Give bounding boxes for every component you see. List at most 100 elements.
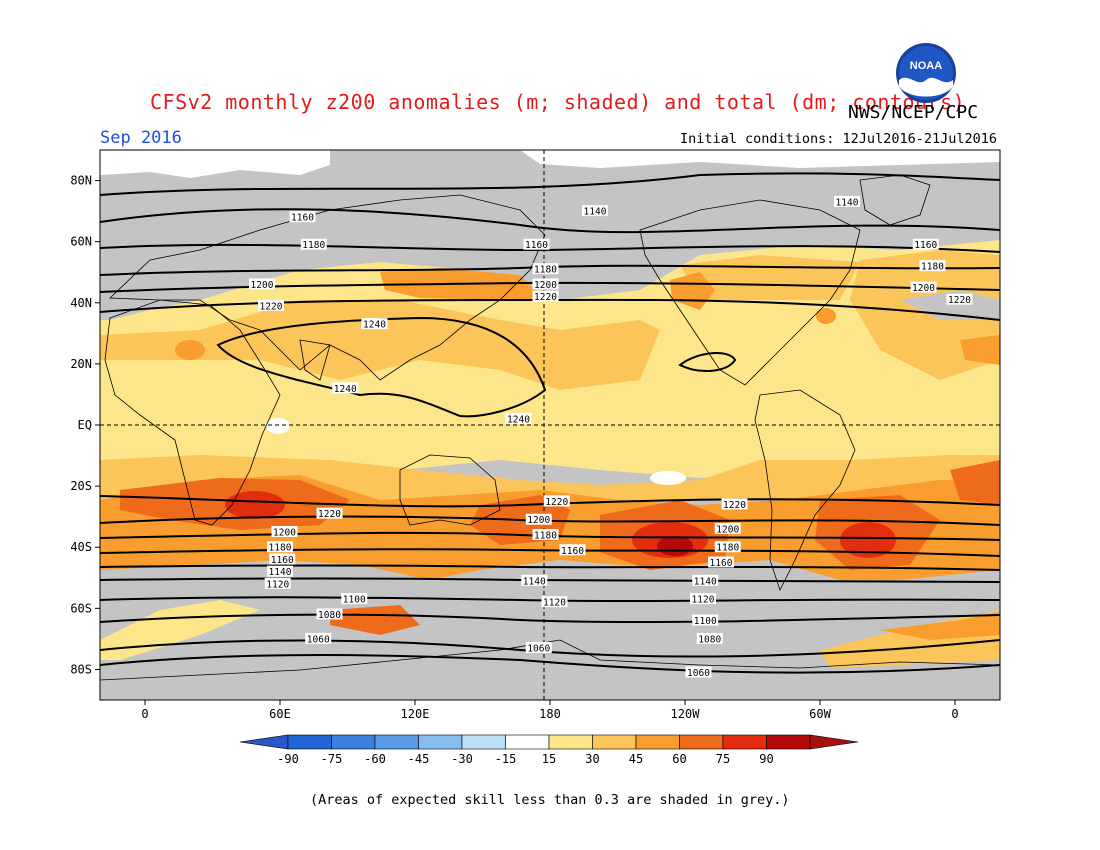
colorbar-swatch bbox=[766, 734, 811, 750]
lon-tick-label: 120W bbox=[671, 707, 701, 721]
contour-label-bg bbox=[316, 507, 343, 519]
contour-label-bg bbox=[305, 632, 332, 644]
colorbar-label: -90 bbox=[277, 752, 299, 766]
contour-label: 1200 bbox=[532, 278, 559, 291]
contour-label-layer: 1160 1180 1140 1140 1160 1160 1180 1180 1200 1200… bbox=[249, 195, 973, 679]
contour-label-bg bbox=[525, 513, 552, 525]
contour-label-text: 1120 bbox=[692, 595, 715, 606]
contour-label-bg bbox=[532, 263, 559, 275]
longitude-axis: 0 60E 120E 180 120W 60W 0 bbox=[141, 700, 959, 721]
arctic-white-patch bbox=[100, 150, 330, 178]
footnote: (Areas of expected skill less than 0.3 a… bbox=[310, 792, 790, 808]
colorbar-label: -75 bbox=[321, 752, 343, 766]
colorbar-low-arrow bbox=[239, 734, 289, 750]
contour-label: 1160 bbox=[289, 211, 316, 224]
contour-label-text: 1060 bbox=[687, 668, 710, 679]
contour-label: 1160 bbox=[559, 544, 586, 557]
contour-label: 1240 bbox=[361, 318, 388, 331]
colorbar-label: -30 bbox=[451, 752, 473, 766]
anomaly-band-45-60 bbox=[175, 340, 205, 360]
contour-label: 1220 bbox=[946, 293, 973, 306]
contour-label-text: 1200 bbox=[912, 283, 935, 294]
near-zero-patch bbox=[650, 471, 686, 485]
anomaly-band-30-45 bbox=[100, 300, 660, 390]
colorbar-swatch bbox=[505, 734, 550, 750]
colorbar-label: 30 bbox=[585, 752, 599, 766]
contour-label: 1220 bbox=[543, 495, 570, 508]
forecast-month: Sep 2016 bbox=[100, 128, 182, 148]
contour-label: 1120 bbox=[690, 593, 716, 606]
contour-label-text: 1240 bbox=[507, 414, 530, 425]
contour-label-text: 1100 bbox=[343, 595, 366, 606]
contour-label: 1200 bbox=[249, 278, 275, 291]
colorbar-high-arrow bbox=[809, 734, 859, 750]
contour-label-text: 1220 bbox=[723, 500, 746, 511]
contour-label-bg bbox=[300, 238, 327, 250]
lat-tick-label: 40N bbox=[70, 296, 92, 310]
colorbar-swatch bbox=[287, 734, 332, 750]
contour-label-text: 1120 bbox=[543, 598, 566, 609]
lon-tick-label: 120E bbox=[401, 707, 430, 721]
lat-tick-label: EQ bbox=[78, 418, 92, 432]
contour-label: 1220 bbox=[258, 299, 284, 312]
contour-label-bg bbox=[543, 495, 570, 507]
colorbar: -90 -75 -60 -45 -30 -15 15 30 45 60 75 90 bbox=[239, 734, 859, 766]
contour-label-bg bbox=[532, 278, 559, 290]
contour-label-bg bbox=[532, 290, 559, 302]
contour-label-bg bbox=[271, 525, 298, 537]
contour-label: 1060 bbox=[525, 642, 552, 655]
contour-label: 1160 bbox=[523, 238, 550, 251]
contour-label-text: 1180 bbox=[302, 240, 325, 251]
colorbar-swatch bbox=[635, 734, 680, 750]
contour-label-bg bbox=[523, 238, 550, 250]
contour-label: 1080 bbox=[696, 632, 723, 645]
contour-label: 1140 bbox=[692, 574, 719, 587]
contour-label-bg bbox=[946, 293, 973, 305]
colorbar-label: 15 bbox=[542, 752, 556, 766]
colorbar-swatch bbox=[418, 734, 463, 750]
contour-label-text: 1100 bbox=[694, 616, 717, 627]
colorbar-swatch bbox=[592, 734, 637, 750]
contour-label: 1160 bbox=[912, 238, 939, 251]
noaa-logo-icon: NOAA bbox=[896, 43, 956, 103]
contour-label-bg bbox=[316, 608, 343, 620]
colorbar-swatch bbox=[548, 734, 593, 750]
contour-label-bg bbox=[912, 238, 939, 250]
arctic-white-patch bbox=[520, 150, 1000, 168]
contour-label-text: 1080 bbox=[698, 634, 721, 645]
latitude-axis: 80N 60N 40N 20N EQ 20S 40S 60S 80S bbox=[70, 174, 100, 676]
contour-label: 1200 bbox=[525, 513, 552, 526]
logo-text: NOAA bbox=[910, 60, 942, 72]
anomaly-band-45-60 bbox=[816, 308, 836, 324]
contour-label-bg bbox=[521, 574, 548, 586]
contour-label-bg bbox=[559, 544, 586, 556]
contour-label-text: 1180 bbox=[716, 543, 739, 554]
contour-label: 1140 bbox=[834, 195, 860, 208]
lat-tick-label: 20S bbox=[70, 479, 92, 493]
contour-label-text: 1140 bbox=[584, 207, 607, 218]
anomaly-band-above-90 bbox=[657, 536, 693, 556]
contour-label: 1080 bbox=[316, 608, 343, 621]
contour-label-text: 1140 bbox=[269, 567, 292, 578]
contour-label-bg bbox=[834, 195, 860, 207]
contour-label-bg bbox=[332, 382, 359, 394]
contour-label-text: 1160 bbox=[561, 546, 584, 557]
contour-label: 1100 bbox=[692, 614, 719, 627]
contour-label: 1200 bbox=[271, 525, 298, 538]
contour-label-bg bbox=[532, 529, 559, 540]
contour-label-bg bbox=[267, 565, 293, 577]
contour-label-bg bbox=[258, 299, 284, 311]
contour-label-text: 1220 bbox=[948, 295, 971, 306]
contour-label: 1160 bbox=[708, 556, 734, 569]
contour-label-bg bbox=[696, 632, 723, 644]
lon-tick-label: 60E bbox=[269, 707, 291, 721]
lat-tick-label: 80S bbox=[70, 662, 92, 676]
colorbar-label: -45 bbox=[408, 752, 430, 766]
contour-label-text: 1220 bbox=[318, 509, 341, 520]
contour-label-text: 1160 bbox=[710, 558, 733, 569]
contour-label-bg bbox=[692, 574, 719, 586]
contour-label-text: 1220 bbox=[545, 497, 568, 508]
colorbar-label: 90 bbox=[759, 752, 773, 766]
contour-label: 1220 bbox=[316, 507, 343, 520]
contour-label-text: 1180 bbox=[921, 262, 944, 273]
